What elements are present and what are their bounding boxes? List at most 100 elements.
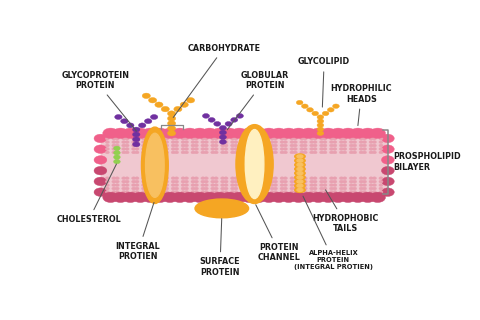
Circle shape <box>191 144 195 147</box>
Circle shape <box>353 184 357 187</box>
Circle shape <box>211 151 215 154</box>
Circle shape <box>125 151 129 154</box>
Circle shape <box>359 187 363 190</box>
Circle shape <box>253 148 258 150</box>
Circle shape <box>317 127 324 132</box>
Circle shape <box>312 111 319 116</box>
Circle shape <box>182 128 198 139</box>
Circle shape <box>161 177 166 180</box>
Circle shape <box>362 144 367 147</box>
Circle shape <box>161 180 166 183</box>
Circle shape <box>320 187 324 190</box>
Circle shape <box>114 146 120 150</box>
Circle shape <box>162 192 178 203</box>
Circle shape <box>211 191 215 193</box>
Circle shape <box>343 148 347 150</box>
Circle shape <box>370 128 385 139</box>
Circle shape <box>115 148 119 150</box>
Circle shape <box>221 137 225 140</box>
Circle shape <box>300 128 316 139</box>
Circle shape <box>122 192 138 203</box>
Circle shape <box>191 141 195 143</box>
Circle shape <box>310 148 314 150</box>
Circle shape <box>135 144 139 147</box>
Circle shape <box>251 151 254 154</box>
Circle shape <box>317 119 324 124</box>
Ellipse shape <box>297 155 303 158</box>
Circle shape <box>143 128 158 139</box>
Circle shape <box>181 141 185 143</box>
Text: PROTEIN
CHANNEL: PROTEIN CHANNEL <box>256 205 301 262</box>
Circle shape <box>253 141 258 143</box>
Circle shape <box>145 177 149 180</box>
Circle shape <box>112 191 116 193</box>
Circle shape <box>224 151 228 154</box>
Circle shape <box>204 148 208 150</box>
Circle shape <box>171 151 175 154</box>
Circle shape <box>244 184 248 187</box>
Circle shape <box>184 137 189 140</box>
Circle shape <box>201 184 205 187</box>
Circle shape <box>359 141 363 143</box>
Circle shape <box>253 151 258 154</box>
Circle shape <box>112 151 116 154</box>
Circle shape <box>165 141 168 143</box>
Circle shape <box>105 177 109 180</box>
Circle shape <box>211 187 215 190</box>
Circle shape <box>221 141 225 143</box>
Circle shape <box>184 184 189 187</box>
Circle shape <box>333 104 339 108</box>
Circle shape <box>181 187 185 190</box>
Circle shape <box>214 180 218 183</box>
Circle shape <box>260 187 264 190</box>
Circle shape <box>379 151 383 154</box>
Circle shape <box>122 187 126 190</box>
Circle shape <box>234 137 238 140</box>
Circle shape <box>264 137 268 140</box>
Circle shape <box>221 184 225 187</box>
Circle shape <box>191 177 195 180</box>
Circle shape <box>148 98 156 103</box>
Circle shape <box>155 180 159 183</box>
Circle shape <box>204 184 208 187</box>
Circle shape <box>280 180 284 183</box>
Circle shape <box>236 114 243 118</box>
Circle shape <box>105 151 109 154</box>
Circle shape <box>290 141 294 143</box>
Circle shape <box>333 137 337 140</box>
Circle shape <box>379 137 383 140</box>
Circle shape <box>184 191 189 193</box>
Circle shape <box>155 141 159 143</box>
Circle shape <box>224 177 228 180</box>
Circle shape <box>329 151 334 154</box>
Circle shape <box>253 187 258 190</box>
Ellipse shape <box>297 172 303 175</box>
Circle shape <box>280 141 284 143</box>
Circle shape <box>300 151 304 154</box>
Circle shape <box>333 151 337 154</box>
Circle shape <box>224 184 228 187</box>
Circle shape <box>349 144 353 147</box>
Circle shape <box>132 184 136 187</box>
Circle shape <box>329 187 334 190</box>
Ellipse shape <box>297 176 303 179</box>
Circle shape <box>175 141 179 143</box>
Circle shape <box>125 191 129 193</box>
Circle shape <box>94 134 107 143</box>
Circle shape <box>359 148 363 150</box>
Circle shape <box>171 141 175 143</box>
Circle shape <box>201 180 205 183</box>
Circle shape <box>155 177 159 180</box>
Circle shape <box>168 126 176 131</box>
Circle shape <box>260 144 264 147</box>
Circle shape <box>280 144 284 147</box>
Circle shape <box>171 177 175 180</box>
Text: CARBOHYDRATE: CARBOHYDRATE <box>173 44 260 117</box>
Circle shape <box>115 177 119 180</box>
Circle shape <box>321 192 336 203</box>
Circle shape <box>271 192 287 203</box>
Circle shape <box>105 191 109 193</box>
Circle shape <box>333 177 337 180</box>
Circle shape <box>184 148 189 150</box>
Circle shape <box>290 191 294 193</box>
